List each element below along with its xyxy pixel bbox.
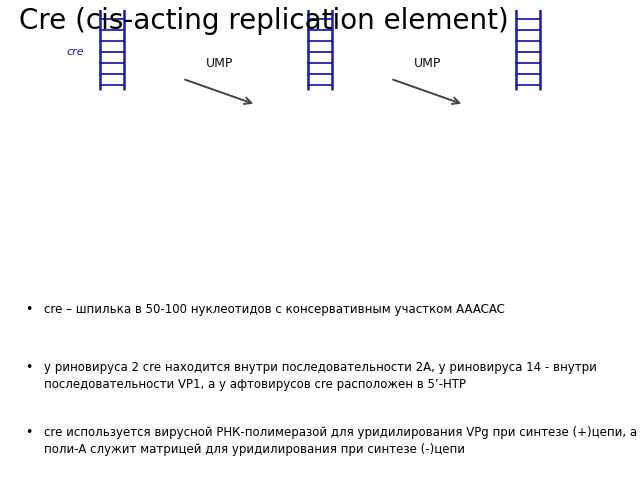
- Text: UMP: UMP: [413, 57, 441, 70]
- Text: у риновируса 2 cre находится внутри последовательности 2A, у риновируса 14 - вну: у риновируса 2 cre находится внутри посл…: [44, 361, 597, 391]
- Text: cre используется вирусной РНК-полимеразой для уридилирования VPg при синтезе (+): cre используется вирусной РНК-полимеразо…: [44, 426, 637, 456]
- Text: •: •: [26, 426, 33, 439]
- Text: Cre (cis-acting replication element): Cre (cis-acting replication element): [19, 7, 509, 35]
- Text: •: •: [26, 303, 33, 316]
- Text: cre – шпилька в 50-100 нуклеотидов с консервативным участком AAACAC: cre – шпилька в 50-100 нуклеотидов с кон…: [44, 303, 505, 316]
- Text: UMP: UMP: [205, 57, 233, 70]
- Text: •: •: [26, 361, 33, 374]
- Text: cre: cre: [67, 47, 84, 57]
